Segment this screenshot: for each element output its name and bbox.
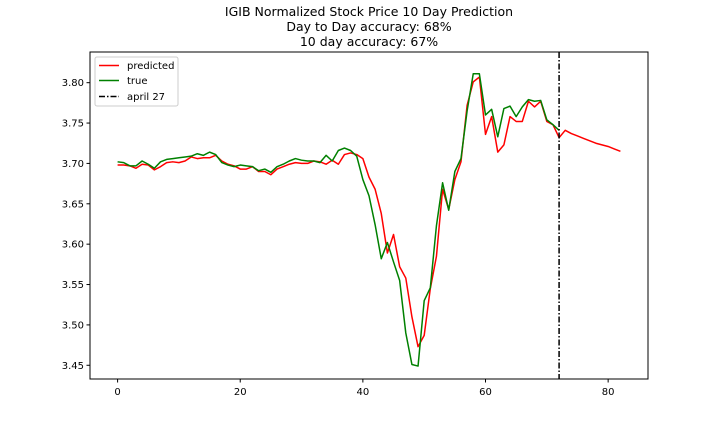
chart-title: IGIB Normalized Stock Price 10 Day Predi… — [225, 4, 513, 49]
series-line-true — [117, 73, 560, 367]
y-tick-label: 3.60 — [62, 240, 84, 251]
plot-frame — [89, 51, 649, 380]
y-tick-label: 3.70 — [62, 159, 84, 170]
legend: predicted true april 27 — [94, 56, 179, 107]
x-tick-label: 40 — [357, 387, 370, 398]
y-tick-label: 3.80 — [62, 78, 84, 89]
x-tick-label: 20 — [234, 387, 247, 398]
series-line-predicted — [117, 76, 621, 348]
plot-area: 0 20 40 60 80 3.45 3.50 3.55 3.60 3.65 3.70 3.75 3.8… — [62, 51, 649, 398]
x-tick-label: 0 — [114, 387, 120, 398]
axis-ticks: 0 20 40 60 80 3.45 3.50 3.55 3.60 3.65 3.70 3.75 3.8… — [62, 78, 615, 398]
series-lines — [117, 73, 621, 367]
legend-predicted-label: predicted — [127, 61, 174, 72]
chart-title-line-2: Day to Day accuracy: 68% — [286, 19, 451, 34]
y-tick-label: 3.55 — [62, 280, 84, 291]
legend-true-label: true — [127, 76, 148, 87]
legend-april27-label: april 27 — [127, 92, 165, 103]
chart-title-line-1: IGIB Normalized Stock Price 10 Day Predi… — [225, 4, 513, 19]
x-tick-label: 60 — [479, 387, 492, 398]
chart-title-line-3: 10 day accuracy: 67% — [300, 34, 438, 49]
x-tick-label: 80 — [602, 387, 615, 398]
y-tick-label: 3.45 — [62, 361, 84, 372]
y-tick-label: 3.50 — [62, 320, 84, 331]
y-tick-label: 3.75 — [62, 119, 84, 130]
y-tick-label: 3.65 — [62, 199, 84, 210]
legend-box — [94, 56, 179, 107]
